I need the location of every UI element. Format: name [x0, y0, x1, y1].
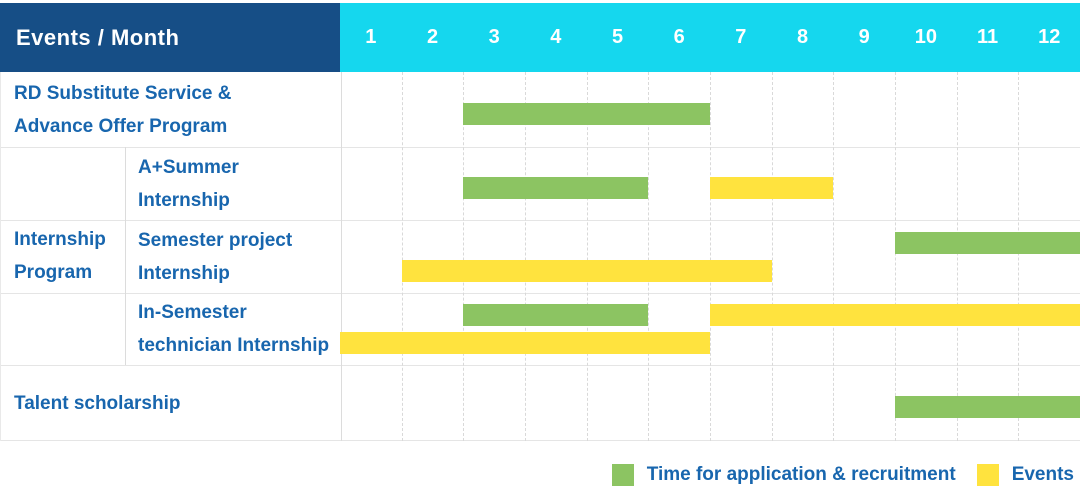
- month-header-4: 4: [550, 26, 562, 48]
- gantt-bar-application: [463, 304, 649, 326]
- bar-row-in-semester-technician: [340, 293, 1080, 365]
- bar-row-a-plus-summer: [340, 147, 1080, 220]
- group-label-text: Internship Program: [14, 229, 106, 283]
- month-header-row: 1 2 3 4 5 6 7 8 9 10 11 12: [340, 3, 1080, 72]
- month-gridline: [771, 72, 773, 441]
- month-header-6: 6: [673, 26, 685, 48]
- month-gridline: [956, 72, 958, 441]
- row-label-text: RD Substitute Service & Advance Offer Pr…: [14, 82, 232, 137]
- month-gridline: [463, 72, 465, 441]
- legend: Time for application & recruitment Event…: [0, 460, 1074, 490]
- gantt-bar-application: [463, 102, 710, 125]
- month-header-5: 5: [611, 26, 624, 48]
- row-label-text: In-Semester technician Internship: [138, 302, 330, 356]
- row-label-text: Talent scholarship: [14, 392, 181, 414]
- gantt-bar-events: [710, 304, 1080, 326]
- month-header-10: 10: [914, 26, 937, 48]
- gantt-bar-events: [401, 259, 772, 282]
- row-divider: [1, 365, 1080, 366]
- month-header-3: 3: [488, 26, 500, 48]
- month-header-12: 12: [1038, 26, 1061, 48]
- table-body: [0, 72, 1080, 441]
- row-label-rd-substitute: RD Substitute Service & Advance Offer Pr…: [0, 72, 340, 147]
- table-header-title-cell: Events / Month: [0, 3, 340, 72]
- gantt-chart-area: [340, 72, 1080, 441]
- bar-row-talent-scholarship: [340, 365, 1080, 441]
- events-swatch-icon: [976, 464, 999, 486]
- row-label-text: Semester project Internship: [138, 229, 293, 284]
- legend-item-application: Time for application & recruitment: [611, 464, 956, 486]
- group-label-internship-program: Internship Program: [0, 147, 124, 365]
- table-bottom-border: [1, 440, 1080, 441]
- label-chart-divider: [341, 72, 342, 441]
- events-month-table: Events / Month 1 2 3 4 5 6 7 8 9 10 11 12 RD Substi…: [0, 3, 1080, 441]
- month-gridline: [648, 72, 650, 441]
- month-gridline: [1018, 72, 1020, 441]
- table-title: Events / Month: [16, 24, 180, 50]
- gantt-bar-events: [710, 176, 834, 199]
- month-gridline: [710, 72, 711, 441]
- row-label-talent-scholarship: Talent scholarship: [0, 365, 340, 441]
- legend-label-application: Time for application & recruitment: [646, 464, 956, 485]
- row-label-semester-project: Semester project Internship: [124, 220, 340, 293]
- bar-row-semester-project: [340, 220, 1080, 293]
- row-label-text: A+Summer Internship: [138, 156, 239, 211]
- legend-label-events: Events: [1011, 464, 1074, 485]
- row-divider: [1, 220, 1080, 221]
- month-gridline: [895, 72, 896, 441]
- month-header-1: 1: [365, 26, 377, 48]
- month-gridline: [586, 72, 588, 441]
- month-header-8: 8: [796, 26, 809, 48]
- month-header-2: 2: [426, 26, 439, 48]
- month-gridline: [525, 72, 526, 441]
- gantt-bar-application: [463, 176, 649, 199]
- row-divider: [1, 293, 1080, 294]
- gantt-bar-application: [895, 396, 1080, 418]
- row-label-in-semester-technician: In-Semester technician Internship: [124, 293, 340, 365]
- gantt-bar-application: [895, 231, 1080, 254]
- legend-item-events: Events: [976, 464, 1074, 486]
- month-gridline: [833, 72, 835, 441]
- month-gridline: [401, 72, 403, 441]
- bar-row-rd-substitute: [340, 72, 1080, 147]
- gantt-bar-events: [340, 332, 710, 354]
- group-sub-divider: [125, 147, 126, 365]
- row-divider: [1, 147, 1080, 148]
- month-header-7: 7: [735, 26, 747, 48]
- row-label-a-plus-summer: A+Summer Internship: [124, 147, 340, 220]
- month-header-9: 9: [858, 26, 870, 48]
- application-swatch-icon: [611, 464, 634, 486]
- month-header-11: 11: [976, 26, 999, 48]
